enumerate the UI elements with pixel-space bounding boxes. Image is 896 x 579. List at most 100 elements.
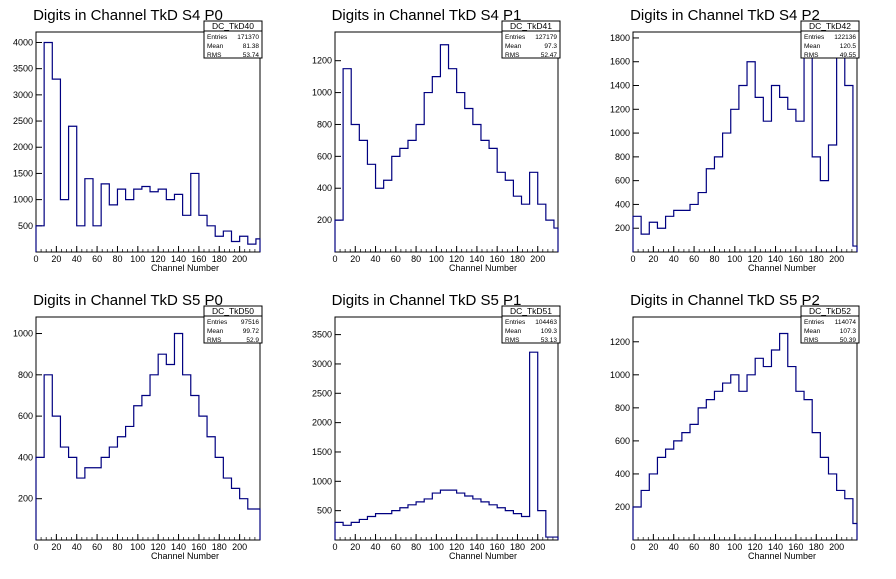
y-tick-label: 800 (615, 152, 630, 162)
x-tick-label: 60 (689, 254, 699, 264)
histogram-bin (457, 93, 465, 252)
histogram-bin (837, 50, 845, 252)
histogram-bin (649, 222, 657, 252)
x-tick-label: 200 (829, 542, 844, 552)
histogram-bin (788, 109, 796, 252)
stats-key: Entries (505, 319, 526, 326)
histogram-bin (731, 109, 739, 252)
stats-value: 53.74 (243, 52, 260, 59)
histogram-bin (166, 200, 174, 252)
histogram-bin (134, 189, 142, 252)
histogram-series-line (334, 351, 559, 540)
y-tick-label: 500 (317, 506, 332, 516)
stats-key: Entries (207, 319, 228, 326)
histogram-bin (343, 69, 351, 252)
y-tick-label: 600 (615, 436, 630, 446)
histogram-bin (538, 204, 546, 252)
stats-value: 171370 (237, 34, 259, 41)
histogram-bin (392, 156, 400, 252)
x-tick-label: 100 (429, 254, 444, 264)
y-tick-label: 200 (615, 223, 630, 233)
histogram-bin (804, 400, 812, 540)
x-tick-label: 40 (72, 254, 82, 264)
y-tick-label: 1600 (610, 57, 630, 67)
histogram-bin (649, 474, 657, 540)
histogram-bin (657, 228, 665, 252)
histogram-bin (44, 42, 52, 252)
histogram-bin (256, 239, 260, 252)
x-tick-label: 20 (51, 542, 61, 552)
y-tick-label: 800 (18, 370, 33, 380)
x-tick-label: 80 (709, 542, 719, 552)
stats-key: Entries (505, 34, 526, 41)
histogram-bin (739, 391, 747, 540)
histogram-bin (641, 490, 649, 540)
histogram-series-line (35, 332, 261, 540)
histogram-bin (109, 205, 117, 252)
histogram-bin (44, 375, 52, 540)
y-tick-label: 400 (615, 469, 630, 479)
stats-name: DC_TkD40 (212, 21, 254, 31)
x-tick-label: 60 (92, 542, 102, 552)
histogram-bin (150, 375, 158, 540)
x-tick-label: 200 (530, 254, 545, 264)
x-axis-label: Channel Number (748, 263, 816, 273)
stats-value: 122136 (834, 34, 856, 41)
x-tick-label: 160 (191, 254, 206, 264)
histogram-bin (780, 334, 788, 540)
histogram-bin (804, 50, 812, 252)
histogram-bin (440, 490, 448, 540)
y-tick-label: 1000 (13, 195, 33, 205)
histogram-bin (497, 508, 505, 540)
histogram-bin (408, 505, 416, 540)
y-tick-label: 3000 (312, 359, 332, 369)
histogram-bin (788, 367, 796, 540)
y-tick-label: 2000 (13, 142, 33, 152)
x-tick-label: 100 (429, 542, 444, 552)
histogram-bin (530, 172, 538, 252)
x-tick-label: 160 (788, 254, 803, 264)
histogram-bin (150, 192, 158, 252)
stats-value: 120.5 (840, 43, 857, 50)
stats-key: Mean (207, 43, 224, 50)
x-tick-label: 120 (151, 542, 166, 552)
stats-value: 52.47 (541, 52, 558, 59)
histogram-bin (731, 375, 739, 540)
plot-frame (632, 316, 858, 541)
histogram-bin (191, 173, 199, 252)
histogram-bin (351, 522, 359, 540)
histogram-bin (481, 502, 489, 540)
histogram-bin (52, 416, 60, 540)
stats-key: RMS (207, 337, 222, 344)
histogram-series-line (632, 332, 858, 540)
histogram-series-line (632, 49, 858, 252)
histogram-bin (60, 447, 68, 540)
y-tick-label: 1200 (312, 56, 332, 66)
histogram-bin (820, 457, 828, 540)
y-tick-label: 600 (317, 151, 332, 161)
x-tick-label: 20 (648, 254, 658, 264)
x-tick-label: 20 (51, 254, 61, 264)
stats-key: RMS (505, 52, 520, 59)
histogram-bin (674, 441, 682, 540)
x-tick-label: 0 (630, 254, 635, 264)
histogram-bin (408, 140, 416, 252)
stats-key: Mean (207, 328, 224, 335)
y-tick-label: 1500 (312, 447, 332, 457)
x-tick-label: 200 (232, 542, 247, 552)
histogram-bin (440, 45, 448, 252)
x-tick-label: 60 (391, 254, 401, 264)
histogram-bin (101, 184, 109, 252)
stats-box (501, 305, 561, 344)
histogram-bin (207, 437, 215, 540)
x-tick-label: 0 (33, 254, 38, 264)
histogram-bin (392, 511, 400, 540)
histogram-bin (400, 148, 408, 252)
stats-key: Mean (804, 328, 821, 335)
histogram-bin (489, 505, 497, 540)
histogram-bin (853, 246, 857, 252)
x-tick-label: 0 (332, 254, 337, 264)
y-tick-label: 400 (615, 199, 630, 209)
histogram-bin (166, 364, 174, 540)
